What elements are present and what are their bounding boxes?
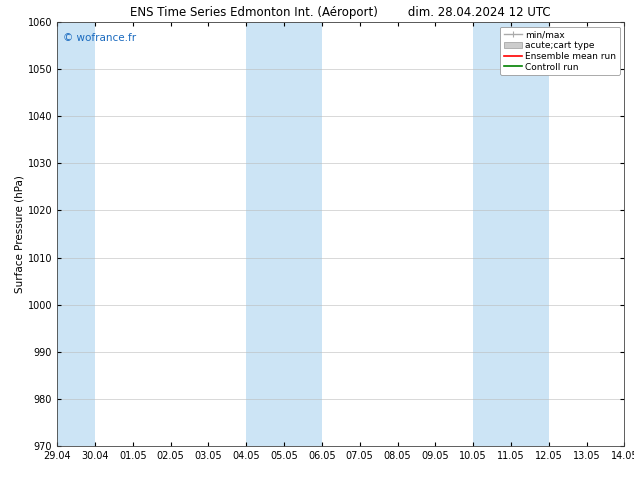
Bar xyxy=(473,22,549,446)
Bar xyxy=(57,22,95,446)
Title: ENS Time Series Edmonton Int. (Aéroport)        dim. 28.04.2024 12 UTC: ENS Time Series Edmonton Int. (Aéroport)… xyxy=(131,6,551,20)
Y-axis label: Surface Pressure (hPa): Surface Pressure (hPa) xyxy=(15,175,25,293)
Text: © wofrance.fr: © wofrance.fr xyxy=(63,33,136,43)
Bar xyxy=(246,22,322,446)
Legend: min/max, acute;cart type, Ensemble mean run, Controll run: min/max, acute;cart type, Ensemble mean … xyxy=(500,26,620,75)
